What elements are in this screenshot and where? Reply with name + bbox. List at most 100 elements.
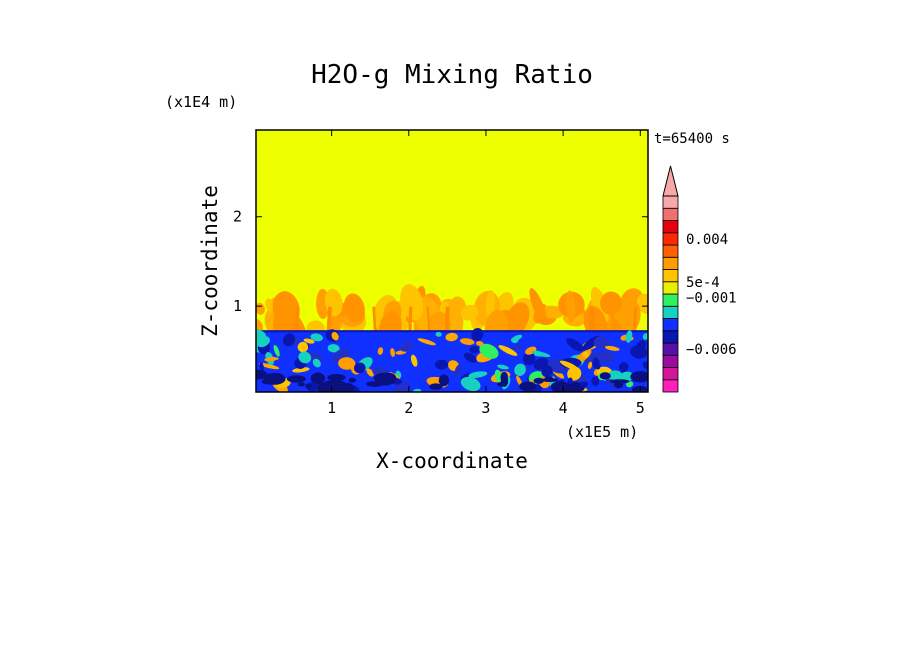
field-patch — [533, 377, 544, 384]
field-patch — [609, 379, 630, 384]
field-patch — [434, 359, 449, 370]
field-patch — [463, 352, 477, 363]
colorbar-segment — [662, 281, 679, 295]
field-patch — [298, 351, 312, 364]
field-patch — [259, 363, 280, 370]
colorbar-segment — [662, 232, 679, 246]
colorbar-segment — [662, 293, 679, 307]
field-patch — [525, 366, 530, 374]
field-patch — [519, 381, 537, 392]
field-patch — [625, 330, 633, 343]
field-patch — [591, 376, 600, 387]
x-tick-label: 2 — [404, 399, 413, 417]
colorbar-segment — [662, 220, 679, 234]
field-patch — [642, 361, 648, 370]
field-patch — [327, 373, 346, 382]
field-patch — [497, 381, 507, 387]
field-patch — [516, 375, 523, 387]
field-patch — [283, 333, 296, 347]
field-patch — [317, 382, 328, 392]
field-patch — [377, 347, 384, 355]
field-patch — [338, 357, 356, 370]
colorbar-segment — [662, 195, 679, 209]
field-patch — [498, 345, 518, 356]
field-patch — [429, 383, 443, 390]
field-patch — [592, 360, 601, 370]
field-patch — [271, 375, 281, 381]
field-patch — [497, 364, 509, 370]
field-patch — [468, 371, 488, 378]
field-patch — [635, 340, 647, 352]
field-patch — [261, 379, 278, 385]
field-patch — [512, 344, 522, 350]
field-patch — [626, 381, 634, 388]
field-patch — [328, 380, 347, 389]
lower-layer — [256, 327, 648, 392]
colorbar-label: 0.004 — [686, 232, 728, 248]
field-patch — [327, 344, 340, 353]
x-tick-label: 4 — [559, 399, 568, 417]
colorbar-segment — [662, 330, 679, 344]
field-patch — [305, 383, 312, 389]
field-patch — [590, 286, 609, 324]
colorbar-label: 5e-4 — [686, 275, 720, 291]
field-patch — [599, 372, 611, 380]
colorbar-segment — [662, 379, 679, 393]
field-patch — [587, 361, 593, 369]
field-patch — [348, 377, 357, 383]
field-patch — [264, 357, 279, 362]
field-patch — [438, 374, 450, 387]
field-patch — [618, 362, 629, 373]
x-scale-label: (x1E5 m) — [566, 423, 638, 441]
field-patch — [514, 363, 526, 376]
field-patch — [273, 344, 280, 357]
plot-area — [256, 130, 648, 392]
field-patch — [378, 375, 394, 386]
field-patch — [565, 290, 576, 323]
field-patch — [479, 343, 499, 359]
field-patch — [454, 364, 462, 377]
colorbar-segment — [662, 367, 679, 381]
colorbar-segment — [662, 207, 679, 221]
field-patch — [566, 338, 584, 352]
field-patch — [510, 334, 523, 342]
x-axis: 1 2 3 4 5 — [327, 130, 645, 417]
field-patch — [494, 369, 503, 383]
field-patch — [410, 354, 418, 367]
field-patch — [400, 340, 414, 352]
field-patch — [417, 338, 436, 346]
colorbar-segment — [662, 354, 679, 368]
colorbar-segment — [662, 269, 679, 283]
colorbar-segment — [662, 244, 679, 258]
field-patch — [303, 338, 315, 344]
field-patch — [297, 341, 309, 353]
field-patch — [412, 388, 422, 392]
field-patch — [541, 305, 565, 319]
field-patch — [637, 293, 648, 314]
colorbar-segment — [662, 256, 679, 270]
field-patch — [529, 288, 547, 325]
field-patch — [445, 332, 458, 342]
chart-title: H2O-g Mixing Ratio — [311, 60, 593, 90]
colorbar-segment — [662, 342, 679, 356]
colorbar: 0.004 5e-4−0.001 −0.006 — [662, 165, 737, 393]
time-label: t=65400 s — [654, 131, 730, 147]
field-patch — [272, 291, 300, 328]
plot-frame — [255, 129, 649, 393]
field-patch — [366, 368, 374, 377]
field-patch — [571, 381, 581, 387]
field-patch — [310, 372, 326, 384]
colorbar-extend-arrow — [662, 165, 679, 197]
field-patch — [460, 304, 479, 321]
field-patch — [343, 293, 365, 323]
field-patch — [544, 376, 554, 382]
field-patch — [619, 371, 634, 382]
field-patch — [292, 367, 310, 373]
x-tick-label: 1 — [327, 399, 336, 417]
y-axis-title: Z-coordinate — [198, 185, 222, 337]
y-tick-label: 2 — [233, 208, 242, 226]
field-patch — [390, 348, 395, 357]
field-patch — [400, 284, 424, 321]
y-scale-label: (x1E4 m) — [165, 93, 237, 111]
